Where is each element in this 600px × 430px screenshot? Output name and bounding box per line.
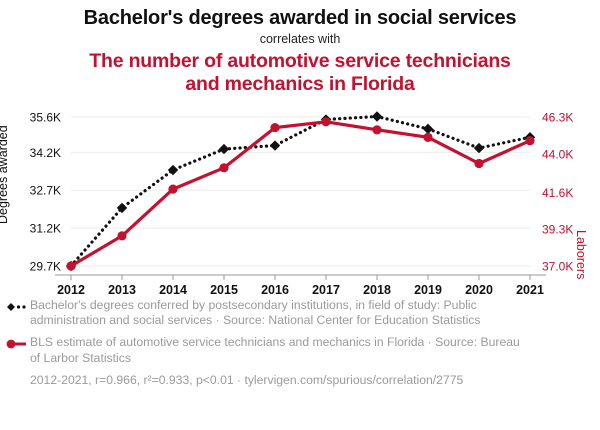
data-point-marker <box>525 136 535 146</box>
left-tick-label: 32.7K <box>30 184 61 198</box>
secondary-title-line2: and mechanics in Florida <box>185 73 415 95</box>
data-point-marker <box>474 158 484 169</box>
legend-label-degrees: Bachelor's degrees conferred by postseco… <box>30 298 481 328</box>
data-point-marker <box>168 184 178 194</box>
legend-item-laborers: BLS estimate of automotive service techn… <box>0 335 600 365</box>
right-axis-title: Laborers <box>574 230 588 280</box>
data-point-marker <box>218 143 230 155</box>
x-tick-label: 2014 <box>159 283 187 296</box>
correlates-with-label: correlates with <box>259 32 341 46</box>
left-axis-title: Degrees awarded <box>0 125 10 224</box>
diamond-dotted-marker <box>0 300 30 314</box>
data-point-marker <box>116 202 128 214</box>
x-tick-label: 2013 <box>108 283 136 296</box>
circle-solid-marker <box>0 337 30 351</box>
x-tick-label: 2020 <box>465 283 493 296</box>
left-tick-label: 35.6K <box>30 111 61 125</box>
data-point-marker <box>269 140 281 151</box>
secondary-title-line1: The number of automotive service technic… <box>89 50 511 72</box>
right-tick-label: 44.0K <box>542 147 573 161</box>
x-tick-label: 2017 <box>312 283 340 296</box>
right-tick-label: 37.0K <box>542 260 573 274</box>
plot-svg: 29.7K 31.2K 32.7K 34.2K 35.6K 37.0K 39.3K 41.6K… <box>30 111 574 297</box>
x-tick-label: 2018 <box>363 283 391 296</box>
legend: Bachelor's degrees conferred by postseco… <box>0 298 600 388</box>
data-point-marker <box>422 123 434 135</box>
left-tick-label: 34.2K <box>30 146 61 160</box>
x-tick-label: 2021 <box>516 283 544 296</box>
chart-area: Degrees awarded Laborers 29.7K 31.2K 32.7K… <box>0 104 600 297</box>
x-tick-label: 2019 <box>414 283 442 296</box>
data-point-marker <box>219 163 229 173</box>
data-point-marker <box>270 122 280 133</box>
legend-label-laborers: BLS estimate of automotive service techn… <box>30 335 520 365</box>
data-point-marker <box>321 117 331 127</box>
right-tick-label: 39.3K <box>542 223 573 237</box>
legend-item-degrees: Bachelor's degrees conferred by postseco… <box>0 298 600 328</box>
series-line-laborers <box>69 120 532 268</box>
data-point-marker <box>473 142 485 154</box>
legend-footer-stats: 2012-2021, r=0.966, r²=0.933, p<0.01 · t… <box>30 372 464 387</box>
series-line-degrees <box>69 114 532 268</box>
left-tick-label: 31.2K <box>30 222 61 236</box>
left-tick-label: 29.7K <box>30 260 61 274</box>
title-block: Bachelor's degrees awarded in social ser… <box>0 0 600 96</box>
x-tick-label: 2015 <box>210 283 238 296</box>
page-title: Bachelor's degrees awarded in social ser… <box>83 7 517 29</box>
data-point-marker <box>167 164 179 176</box>
right-tick-label: 41.6K <box>542 186 573 200</box>
x-tick-label: 2012 <box>57 283 85 296</box>
data-point-marker <box>372 125 382 135</box>
right-tick-label: 46.3K <box>542 111 573 125</box>
data-point-marker <box>66 261 76 271</box>
x-tick-label: 2016 <box>261 283 289 296</box>
data-point-marker <box>423 132 433 142</box>
data-point-marker <box>371 111 383 122</box>
data-point-marker <box>117 231 127 241</box>
